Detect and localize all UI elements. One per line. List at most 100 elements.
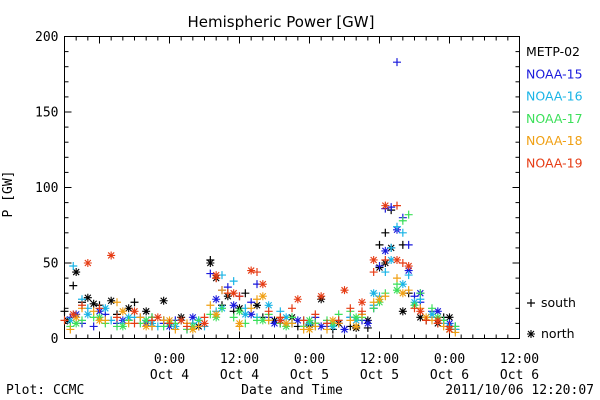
noaa-15-north-point [433, 307, 442, 316]
noaa-19-south-point [253, 268, 261, 277]
metp-02-north-point [124, 304, 133, 313]
legend-noaa-15: NOAA-15 [526, 66, 583, 81]
noaa-19-north-point [445, 325, 454, 334]
x-tick-label-date: Oct 6 [500, 368, 539, 383]
noaa-19-north-point [416, 307, 425, 316]
x-axis-label: Date and Time [241, 383, 343, 398]
x-tick-label-time: 12:00 [220, 352, 259, 367]
noaa-17-north-point [258, 316, 267, 325]
x-tick-label-time: 0:00 [154, 352, 185, 367]
legend-noaa-17: NOAA-17 [526, 111, 583, 126]
noaa-15-north-point [229, 301, 238, 310]
noaa-18-north-point [305, 325, 314, 334]
noaa-19-north-point [130, 307, 139, 316]
noaa-15-north-point [212, 295, 221, 304]
metp-02-north-point [83, 293, 92, 302]
noaa-16-south-point [393, 222, 401, 231]
noaa-18-south-point [136, 313, 145, 322]
noaa-19-north-point [276, 316, 285, 325]
noaa-19-north-point [153, 313, 162, 322]
noaa-19-north-point [381, 201, 390, 210]
noaa-18-south-point [311, 322, 320, 331]
noaa-19-south-point [323, 319, 331, 328]
noaa-17-north-point [393, 286, 401, 295]
noaa-17-south-point [404, 210, 413, 219]
noaa-17-north-point [352, 313, 361, 322]
noaa-16-south-point [69, 262, 78, 271]
noaa-16-south-point [404, 271, 413, 280]
metp-02-north-point [107, 296, 116, 305]
noaa-19-south-point [358, 307, 366, 316]
noaa-19-north-point [83, 259, 92, 267]
legend-south-label: south [541, 295, 576, 310]
x-tick-label-date: Oct 5 [290, 368, 329, 383]
noaa-15-north-point [381, 246, 390, 255]
noaa-19-south-point [264, 307, 273, 316]
metp-02-south-point [381, 228, 390, 237]
metp-02-south-point [130, 298, 139, 307]
noaa-19-north-point [293, 295, 302, 304]
noaa-19-south-point [299, 316, 308, 325]
noaa-16-north-point [387, 255, 396, 264]
noaa-15-north-point [188, 313, 197, 322]
noaa-19-north-point [258, 280, 267, 289]
metp-02-north-point [159, 296, 168, 305]
noaa-19-south-point [113, 313, 121, 322]
data-points [60, 58, 460, 337]
noaa-18-south-point [113, 298, 121, 307]
noaa-15-north-point [317, 322, 326, 331]
plot-frame [64, 36, 520, 339]
noaa-16-north-point [398, 280, 407, 289]
noaa-15-south-point [404, 240, 413, 249]
metp-02-north-point [89, 299, 98, 308]
noaa-17-south-point [398, 216, 407, 225]
metp-02-north-point [142, 307, 151, 316]
y-tick-labels: 0 50 100 150 200 [35, 30, 58, 347]
noaa-17-south-point [78, 316, 86, 325]
y-tick-label: 100 [35, 181, 58, 196]
noaa-15-south-point [206, 269, 215, 278]
y-tick-label: 50 [43, 257, 59, 272]
noaa-19-north-point [404, 262, 413, 271]
legend-noaa-16: NOAA-16 [526, 89, 583, 104]
noaa-19-north-point [340, 286, 349, 295]
noaa-18-south-point [451, 328, 460, 337]
metp-02-north-point [416, 313, 425, 322]
noaa-15-north-point [270, 319, 279, 328]
metp-02-north-point [445, 313, 454, 322]
y-axis-label: P [GW] [1, 171, 16, 218]
noaa-18-north-point [375, 295, 384, 304]
noaa-18-north-point [258, 292, 267, 301]
noaa-17-north-point [142, 316, 151, 325]
noaa-18-north-point [235, 319, 244, 328]
noaa-16-north-point [369, 289, 378, 298]
noaa-19-north-point [177, 316, 186, 325]
noaa-16-south-point [387, 243, 396, 252]
noaa-17-south-point [229, 313, 238, 322]
noaa-15-north-point [363, 319, 372, 328]
noaa-16-north-point [282, 313, 291, 322]
noaa-18-south-point [194, 322, 203, 331]
noaa-18-north-point [398, 289, 407, 298]
noaa-18-south-point [381, 292, 390, 301]
axis-ticks [64, 36, 520, 339]
noaa-19-north-point [247, 266, 256, 275]
noaa-18-north-point [95, 316, 104, 325]
noaa-19-north-point [200, 319, 209, 328]
noaa-19-north-point [393, 255, 401, 264]
noaa-19-south-point [165, 319, 174, 328]
metp-02-south-point [60, 307, 69, 316]
metp-02-north-point [72, 268, 81, 277]
noaa-16-south-point [398, 228, 407, 237]
noaa-18-north-point [352, 322, 361, 331]
timestamp: 2011/10/06 12:20:07 [445, 383, 594, 398]
noaa-17-north-point [72, 319, 81, 328]
noaa-19-south-point [398, 259, 407, 267]
noaa-18-south-point [247, 304, 256, 313]
noaa-15-north-point [404, 266, 413, 275]
noaa-17-north-point [305, 316, 314, 325]
x-tick-label-time: 12:00 [500, 352, 539, 367]
x-tick-label-date: Oct 5 [360, 368, 399, 383]
noaa-16-north-point [66, 316, 75, 325]
noaa-19-north-point [229, 289, 238, 298]
